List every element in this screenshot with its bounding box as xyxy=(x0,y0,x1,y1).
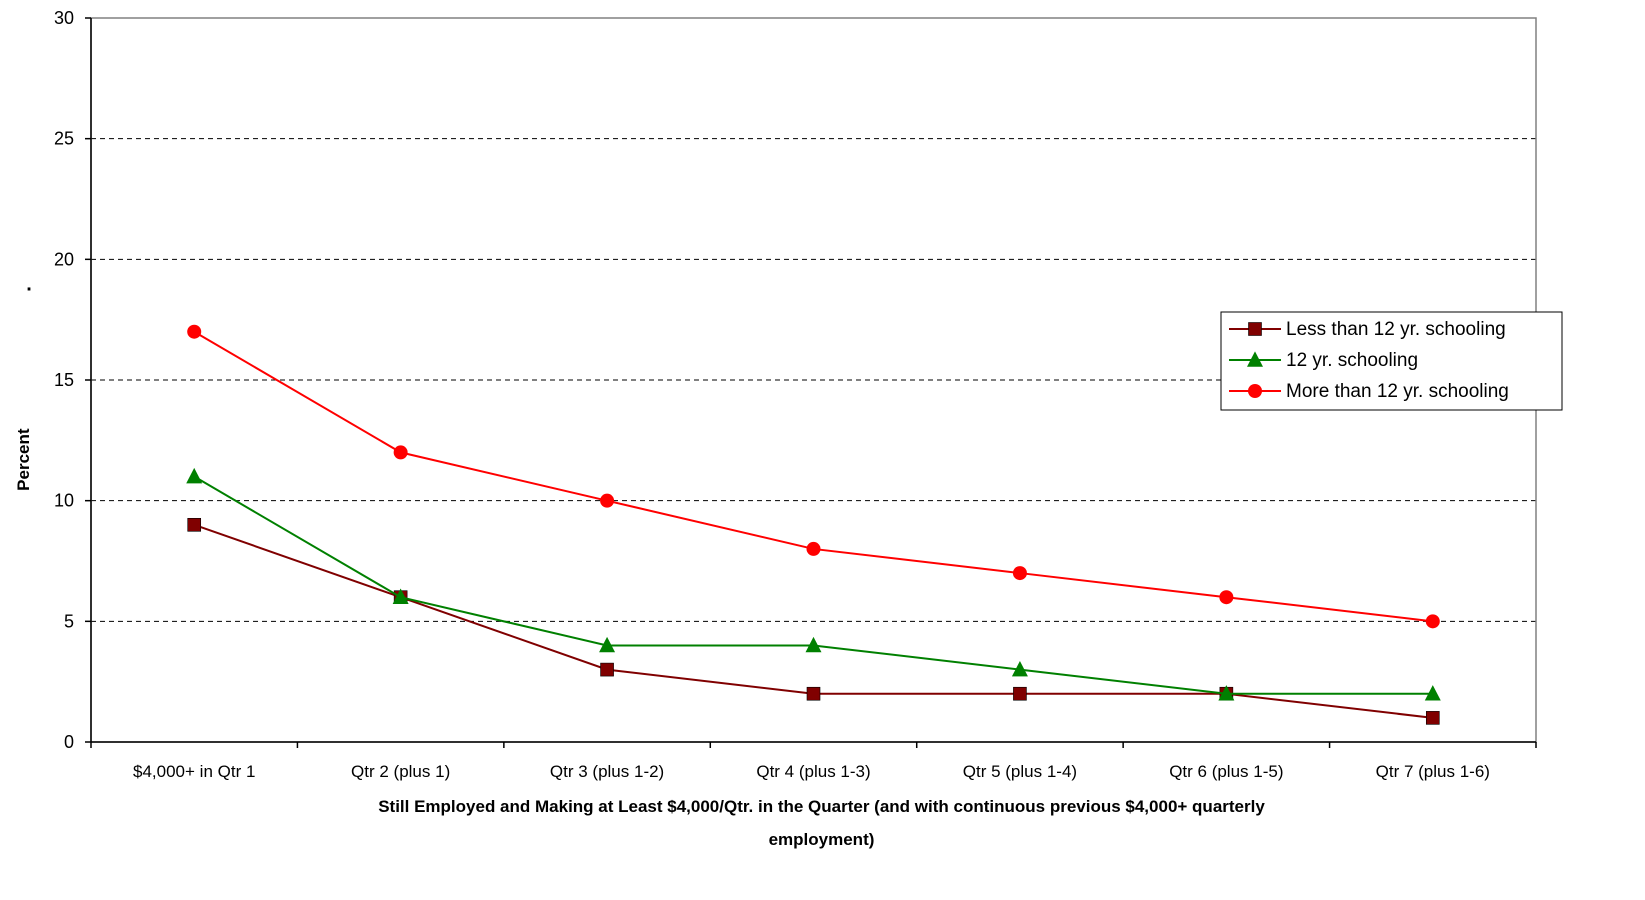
y-tick-label: 15 xyxy=(54,370,74,390)
x-tick-label: Qtr 6 (plus 1-5) xyxy=(1169,762,1283,781)
data-point-triangle xyxy=(599,636,616,653)
data-point-circle xyxy=(1425,614,1440,629)
legend-label: Less than 12 yr. schooling xyxy=(1286,319,1506,340)
data-point-triangle xyxy=(186,467,203,484)
axis-labels: Percent . Still Employed and Making at L… xyxy=(14,274,1265,849)
x-tick-label: Qtr 4 (plus 1-3) xyxy=(756,762,870,781)
y-tick-label: 5 xyxy=(64,611,74,631)
legend-label: More than 12 yr. schooling xyxy=(1286,381,1509,402)
data-point-circle xyxy=(600,493,615,508)
data-point-triangle xyxy=(1424,685,1441,701)
y-tick-label: 20 xyxy=(54,249,74,269)
series-group xyxy=(186,467,1441,701)
x-tick-label: $4,000+ in Qtr 1 xyxy=(133,762,255,781)
series-line xyxy=(193,475,1433,695)
legend: Less than 12 yr. schooling 12 yr. schooli… xyxy=(1220,311,1563,411)
data-point-triangle xyxy=(392,588,409,605)
x-axis-label-line-1: Still Employed and Making at Least $4,00… xyxy=(378,797,1265,816)
data-point-circle xyxy=(187,324,202,339)
data-point-circle xyxy=(1219,590,1234,605)
legend-item: 12 yr. schooling xyxy=(1229,350,1418,371)
x-axis-label-line-2: employment) xyxy=(769,830,875,849)
gridlines xyxy=(91,138,1536,622)
y-tick-label: 10 xyxy=(54,491,74,511)
x-tick-label: Qtr 7 (plus 1-6) xyxy=(1376,762,1490,781)
data-point-circle xyxy=(806,541,821,556)
data-point-square xyxy=(806,686,821,701)
data-point-triangle xyxy=(1247,351,1263,367)
y-tick-label: 0 xyxy=(64,732,74,752)
data-point-triangle xyxy=(1218,685,1235,701)
x-tick-label: Qtr 5 (plus 1-4) xyxy=(963,762,1077,781)
data-point-circle xyxy=(1248,384,1262,398)
x-tick-label: Qtr 2 (plus 1) xyxy=(351,762,450,781)
data-point-square xyxy=(1013,686,1027,701)
y-axis-label: Percent xyxy=(14,428,33,491)
data-point-square xyxy=(1248,322,1262,336)
y-tick-label: 25 xyxy=(54,129,74,149)
legend-label: 12 yr. schooling xyxy=(1286,350,1418,371)
y-axis-marker: . xyxy=(26,274,32,296)
data-point-square xyxy=(1425,711,1440,725)
data-point-circle xyxy=(1012,566,1027,581)
data-point-square xyxy=(187,517,202,532)
series-lines xyxy=(186,324,1441,725)
legend-item: More than 12 yr. schooling xyxy=(1229,381,1509,402)
series-group xyxy=(187,324,1440,629)
legend-item: Less than 12 yr. schooling xyxy=(1229,319,1506,340)
data-point-triangle xyxy=(1011,660,1028,677)
axes: 0 5 10 15 20 25 30 $4,000+ in Qtr 1 Qtr 2 (plus … xyxy=(54,8,1537,781)
data-point-circle xyxy=(393,445,408,460)
data-point-square xyxy=(600,662,614,677)
data-point-triangle xyxy=(805,636,822,653)
y-tick-label: 30 xyxy=(54,8,74,28)
x-tick-label: Qtr 3 (plus 1-2) xyxy=(550,762,664,781)
